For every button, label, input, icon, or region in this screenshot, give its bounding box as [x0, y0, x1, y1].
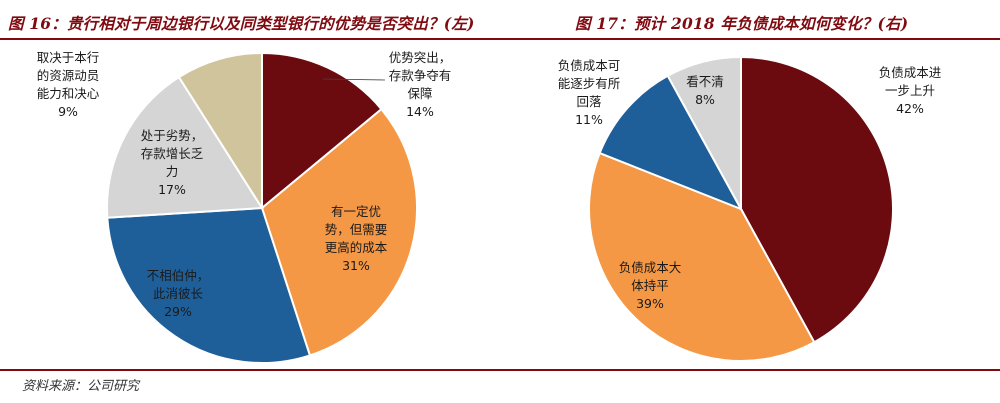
top-rule — [0, 38, 1000, 40]
pie-1-label-5: 取决于本行的资源动员能力和决心 9% — [37, 50, 100, 119]
pie-1-label-1: 优势突出，存款争夺有保障 14% — [389, 50, 452, 119]
pie-2-label-1: 负债成本进一步上升 42% — [879, 65, 942, 116]
source-note: 资料来源：公司研究 — [22, 379, 140, 394]
pie-2-slice-2 — [588, 151, 816, 362]
figure-header: 图 16：贵行相对于周边银行以及同类型银行的优势是否突出？(左) 图 17：预计… — [0, 8, 1000, 36]
pie-2-label-2: 负债成本大体持平 39% — [619, 260, 682, 311]
left-chart-title: 图 16：贵行相对于周边银行以及同类型银行的优势是否突出？(左) — [8, 14, 475, 33]
pie-1-label-4: 处于劣势，存款增长乏力 17% — [141, 128, 204, 197]
bottom-rule — [0, 369, 1000, 371]
pie-1-slice-5 — [177, 51, 263, 212]
pie-1-label-3: 不相伯仲，此消彼长 29% — [147, 268, 210, 319]
pie-1-slice-4 — [106, 75, 264, 219]
right-chart-title: 图 17：预计 2018 年负债成本如何变化？(右) — [575, 14, 909, 33]
pie-2-slice-4 — [666, 55, 742, 210]
pie-2-label-4: 看不清 8% — [686, 74, 724, 107]
pie-2-slice-1 — [740, 55, 894, 344]
pie-1-leader-line-1 — [322, 78, 386, 81]
pie-2-slice-3 — [598, 74, 744, 211]
pie-chart-1: 优势突出，存款争夺有保障 14% 有一定优势，但需要更高的成本 31% 不相伯仲，此消彼… — [37, 50, 452, 364]
pie-1-slice-2 — [260, 107, 418, 357]
pie-1-label-2: 有一定优势，但需要更高的成本 31% — [325, 204, 388, 273]
pie-chart-2: 负债成本进一步上升 42% 负债成本大体持平 39% 负债成本可能逐步有所回落 11% 看不… — [558, 55, 942, 362]
pie-2-label-3: 负债成本可能逐步有所回落 11% — [558, 58, 621, 127]
pie-1-slice-3 — [106, 206, 312, 364]
pie-1-slice-1 — [261, 51, 383, 211]
